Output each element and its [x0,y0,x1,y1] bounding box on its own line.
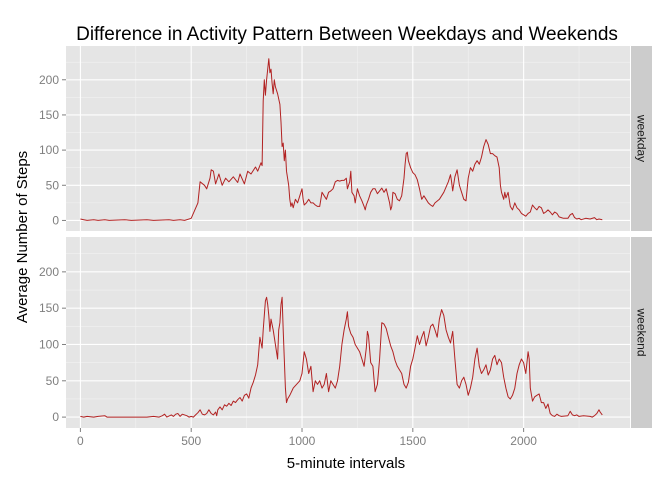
panel-weekday: 0 50 100 150 200 weekday [39,46,652,231]
x-tick-label: 0 [77,434,84,448]
facet-strip-label: weekday [635,114,649,162]
facet-strip [631,46,652,231]
y-tick-label: 0 [52,410,59,424]
panels-group: 0 50 100 150 200 weekday 0 50 100 150 200 weekend [39,46,652,428]
y-axis-label: Average Number of Steps [14,151,31,323]
y-tick-label: 50 [46,178,60,192]
y-tick-label: 50 [46,374,60,388]
y-tick-label: 100 [39,143,59,157]
y-tick-label: 200 [39,73,59,87]
y-tick-label: 150 [39,108,59,122]
panel-background [66,46,630,231]
x-tick-label: 1500 [399,434,426,448]
x-axis: 0 500 1000 1500 2000 [77,428,537,448]
series-line-weekday [80,58,603,221]
facet-strip [631,237,652,428]
chart-title: Difference in Activity Pattern Between W… [76,24,618,45]
x-axis-label: 5-minute intervals [287,455,405,472]
x-tick-label: 1000 [289,434,316,448]
y-tick-label: 150 [39,301,59,315]
y-tick-label: 200 [39,265,59,279]
y-tick-label: 0 [52,213,59,227]
x-tick-label: 2000 [510,434,537,448]
x-tick-label: 500 [181,434,201,448]
y-tick-label: 100 [39,337,59,351]
panel-weekend: 0 50 100 150 200 weekend [39,237,652,428]
series-line-weekend [80,296,603,418]
facet-strip-label: weekend [635,307,649,356]
panel-background [66,237,630,428]
